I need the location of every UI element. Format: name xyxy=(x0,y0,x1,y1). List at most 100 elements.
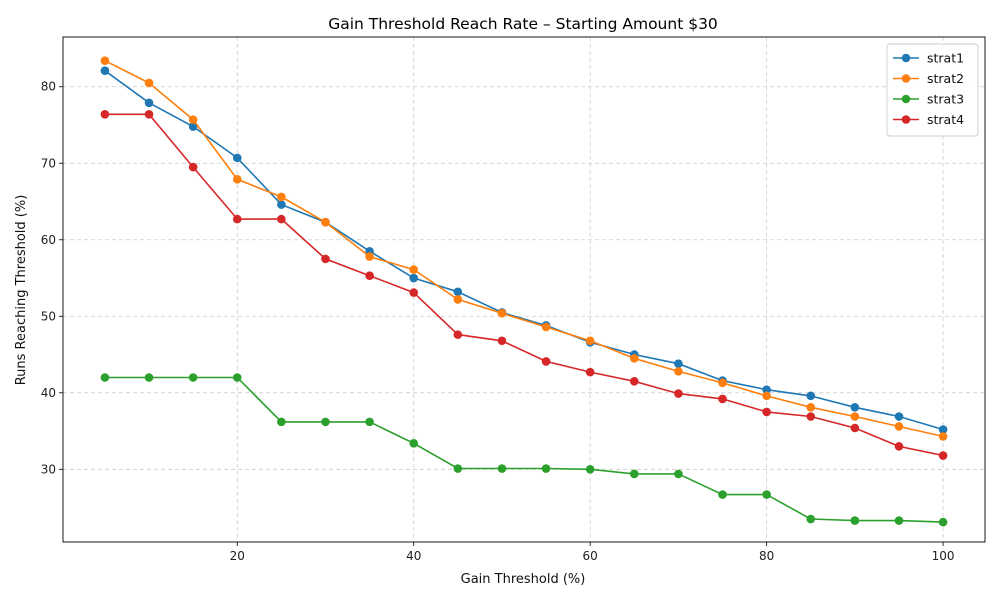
legend-swatch-marker xyxy=(901,74,911,83)
data-point-strat4 xyxy=(541,357,551,366)
data-point-strat2 xyxy=(585,336,595,346)
y-tick-label: 30 xyxy=(41,462,56,476)
data-point-strat1 xyxy=(144,98,154,108)
data-point-strat2 xyxy=(188,115,198,124)
data-point-strat4 xyxy=(894,442,904,451)
legend-swatch-marker xyxy=(901,94,911,104)
data-point-strat2 xyxy=(232,175,242,184)
plot-frame xyxy=(62,36,986,543)
legend-entry-strat4: strat4 xyxy=(893,112,964,127)
data-point-strat2 xyxy=(674,367,683,376)
data-point-strat4 xyxy=(453,330,463,339)
data-point-strat1 xyxy=(409,273,419,283)
data-point-strat2 xyxy=(718,378,727,388)
data-point-strat2 xyxy=(409,265,419,274)
y-tick-label: 70 xyxy=(41,156,56,170)
data-point-strat4 xyxy=(144,109,154,119)
data-point-strat3 xyxy=(938,517,948,527)
data-point-strat2 xyxy=(144,78,154,88)
y-tick-label: 50 xyxy=(41,309,56,323)
y-tick-label: 80 xyxy=(41,80,56,94)
series-line-strat4 xyxy=(104,113,944,457)
data-point-strat2 xyxy=(894,422,904,431)
legend-entry-strat3: strat3 xyxy=(893,92,964,107)
data-point-strat3 xyxy=(409,438,419,448)
legend: strat1 strat2 strat3 strat4 xyxy=(886,43,979,137)
y-tick-label: 40 xyxy=(41,386,56,400)
data-point-strat1 xyxy=(806,391,816,401)
data-point-strat1 xyxy=(100,66,110,75)
data-point-strat2 xyxy=(938,432,948,441)
data-point-strat1 xyxy=(674,359,683,369)
legend-label: strat4 xyxy=(927,112,964,127)
data-point-strat3 xyxy=(277,417,286,427)
data-point-strat4 xyxy=(100,109,110,119)
data-point-strat3 xyxy=(232,373,242,382)
data-point-strat3 xyxy=(453,464,463,473)
legend-swatch-marker xyxy=(901,115,911,124)
data-point-strat1 xyxy=(277,200,286,209)
series-line-strat2 xyxy=(104,59,944,438)
legend-entry-strat2: strat2 xyxy=(893,71,964,86)
series-line-strat3 xyxy=(104,376,944,523)
data-point-strat1 xyxy=(453,287,463,297)
x-axis-title: Gain Threshold (%) xyxy=(461,572,586,587)
legend-label: strat1 xyxy=(927,51,964,66)
data-point-strat3 xyxy=(674,469,683,479)
data-point-strat3 xyxy=(762,490,771,499)
legend-label: strat3 xyxy=(927,92,964,107)
y-tick-label: 60 xyxy=(41,233,56,247)
data-point-strat3 xyxy=(365,417,374,427)
data-point-strat3 xyxy=(585,465,595,474)
data-point-strat2 xyxy=(806,403,816,412)
axis-ticks: 20 40 60 80 100 30 40 50 60 70 80 xyxy=(41,80,955,563)
data-point-strat3 xyxy=(718,490,727,499)
data-point-strat4 xyxy=(277,214,286,224)
data-point-strat2 xyxy=(629,354,639,363)
data-point-strat4 xyxy=(718,394,727,404)
data-point-strat4 xyxy=(938,451,948,460)
data-point-strat3 xyxy=(894,516,904,525)
data-point-strat4 xyxy=(409,288,419,297)
data-point-strat3 xyxy=(188,373,198,382)
data-point-strat4 xyxy=(497,336,507,346)
data-point-strat1 xyxy=(188,122,198,131)
data-point-strat2 xyxy=(497,308,507,318)
x-tick-label: 60 xyxy=(583,549,598,563)
series-strat3 xyxy=(100,373,948,527)
data-point-strat4 xyxy=(674,389,683,398)
data-point-strat4 xyxy=(806,412,816,421)
data-point-strat2 xyxy=(453,295,463,304)
series-strat2 xyxy=(100,56,948,441)
series-layer xyxy=(100,56,948,527)
data-point-strat3 xyxy=(497,464,507,473)
data-point-strat2 xyxy=(321,217,330,227)
data-point-strat2 xyxy=(762,391,771,401)
data-point-strat4 xyxy=(365,271,374,281)
data-point-strat1 xyxy=(850,403,860,412)
data-point-strat4 xyxy=(762,407,771,417)
data-point-strat4 xyxy=(850,423,860,433)
data-point-strat3 xyxy=(144,373,154,382)
data-point-strat4 xyxy=(232,214,242,224)
data-point-strat2 xyxy=(850,412,860,421)
x-tick-label: 20 xyxy=(230,549,245,563)
x-tick-label: 80 xyxy=(759,549,774,563)
data-point-strat2 xyxy=(277,192,286,202)
data-point-strat3 xyxy=(541,464,551,473)
data-point-strat2 xyxy=(365,252,374,261)
legend-box xyxy=(886,43,979,137)
series-line-strat1 xyxy=(104,70,944,431)
data-point-strat3 xyxy=(321,417,330,427)
legend-label: strat2 xyxy=(927,71,964,86)
data-point-strat4 xyxy=(629,377,639,386)
data-point-strat4 xyxy=(188,162,198,172)
data-point-strat3 xyxy=(629,469,639,479)
data-point-strat3 xyxy=(850,516,860,525)
legend-entry-strat1: strat1 xyxy=(893,51,964,66)
data-point-strat4 xyxy=(321,254,330,264)
data-point-strat1 xyxy=(232,153,242,163)
data-point-strat4 xyxy=(585,367,595,377)
legend-swatch-marker xyxy=(901,53,911,63)
